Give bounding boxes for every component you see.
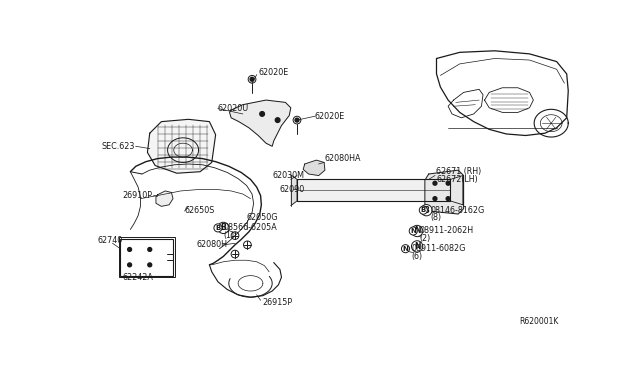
Circle shape — [433, 181, 437, 185]
Text: 62030M: 62030M — [272, 171, 304, 180]
Text: (6): (6) — [412, 252, 423, 261]
Text: 62020E: 62020E — [315, 112, 345, 121]
Text: 62020U: 62020U — [218, 104, 249, 113]
Circle shape — [250, 77, 254, 81]
Text: N: N — [414, 227, 420, 235]
Text: (8): (8) — [430, 214, 442, 222]
Text: 62671 (RH): 62671 (RH) — [436, 167, 482, 176]
Text: B: B — [221, 224, 227, 232]
Text: 62020E: 62020E — [259, 68, 289, 77]
Text: R620001K: R620001K — [520, 317, 559, 326]
Polygon shape — [303, 160, 325, 176]
Polygon shape — [291, 175, 297, 206]
Text: (2): (2) — [419, 234, 431, 243]
Text: 08566-6205A: 08566-6205A — [223, 224, 277, 232]
Text: N: N — [414, 242, 420, 251]
Circle shape — [148, 247, 152, 251]
Circle shape — [148, 263, 152, 267]
Polygon shape — [451, 176, 463, 205]
Text: (1): (1) — [223, 231, 234, 240]
Circle shape — [127, 247, 132, 251]
Text: 62090: 62090 — [280, 185, 305, 194]
Circle shape — [433, 197, 437, 201]
Circle shape — [446, 197, 450, 201]
Polygon shape — [425, 170, 463, 214]
Circle shape — [275, 118, 280, 122]
Text: N: N — [403, 246, 408, 252]
Polygon shape — [230, 100, 291, 146]
Text: 62080H: 62080H — [196, 240, 227, 249]
Text: 62050G: 62050G — [246, 214, 278, 222]
Text: N: N — [410, 228, 416, 234]
Circle shape — [127, 263, 132, 267]
Text: B: B — [215, 225, 221, 231]
Polygon shape — [156, 191, 173, 206]
Bar — [120, 239, 173, 276]
Polygon shape — [147, 119, 216, 173]
Text: 08911-2062H: 08911-2062H — [419, 227, 474, 235]
Text: 26915P: 26915P — [262, 298, 292, 307]
Text: 26910P: 26910P — [123, 191, 152, 200]
Circle shape — [446, 181, 450, 185]
Circle shape — [295, 118, 299, 122]
Polygon shape — [297, 179, 451, 201]
Text: 08146-8162G: 08146-8162G — [430, 206, 484, 215]
Text: 62740: 62740 — [97, 237, 122, 246]
Text: 62650S: 62650S — [184, 206, 215, 215]
Text: 62242A: 62242A — [123, 273, 154, 282]
Text: B: B — [424, 206, 429, 215]
Text: 62080HA: 62080HA — [324, 154, 360, 163]
Text: 62672(LH): 62672(LH) — [436, 175, 478, 184]
Text: B: B — [420, 207, 426, 213]
Circle shape — [260, 112, 264, 116]
Text: SEC.623: SEC.623 — [102, 142, 135, 151]
Bar — [119, 237, 175, 277]
Text: 08911-6082G: 08911-6082G — [412, 244, 466, 253]
